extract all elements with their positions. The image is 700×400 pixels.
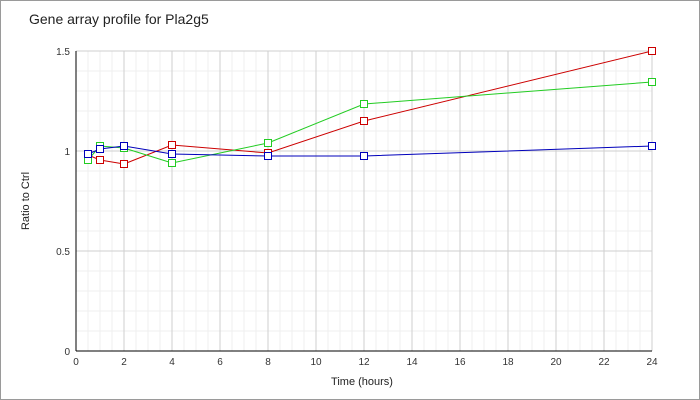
y-axis-label: Ratio to Ctrl — [20, 172, 32, 230]
data-point — [120, 160, 128, 168]
data-point — [360, 100, 368, 108]
series-3 — [84, 142, 656, 160]
x-tick-label: 14 — [406, 357, 418, 368]
data-point — [360, 152, 368, 160]
chart-title: Gene array profile for Pla2g5 — [29, 11, 209, 27]
data-point — [648, 47, 656, 55]
data-point — [648, 142, 656, 150]
x-tick-label: 0 — [73, 357, 79, 368]
x-tick-label: 22 — [598, 357, 610, 368]
x-tick-label: 24 — [646, 357, 658, 368]
data-point — [168, 141, 176, 149]
x-tick-label: 18 — [502, 357, 514, 368]
data-point — [264, 139, 272, 147]
axes — [75, 51, 652, 352]
major-gridlines — [75, 50, 653, 352]
x-tick-label: 20 — [550, 357, 562, 368]
x-tick-label: 10 — [310, 357, 322, 368]
data-point — [84, 150, 92, 158]
x-tick-label: 16 — [454, 357, 466, 368]
data-point — [168, 159, 176, 167]
y-tick-label: 1.5 — [56, 47, 70, 58]
y-tick-label: 0.5 — [56, 247, 70, 258]
data-point — [648, 78, 656, 86]
series-1 — [84, 47, 656, 168]
data-point — [264, 152, 272, 160]
data-point — [168, 150, 176, 158]
y-tick-label: 0 — [64, 347, 70, 358]
data-point — [360, 117, 368, 125]
x-axis-label: Time (hours) — [331, 376, 393, 388]
data-point — [96, 156, 104, 164]
x-tick-label: 8 — [265, 357, 271, 368]
data-point — [96, 145, 104, 153]
x-tick-label: 12 — [358, 357, 370, 368]
data-point — [120, 142, 128, 150]
x-tick-label: 4 — [169, 357, 175, 368]
x-tick-label: 6 — [217, 357, 223, 368]
y-tick-label: 1 — [64, 147, 70, 158]
x-tick-label: 2 — [121, 357, 127, 368]
series-lines — [84, 47, 656, 168]
